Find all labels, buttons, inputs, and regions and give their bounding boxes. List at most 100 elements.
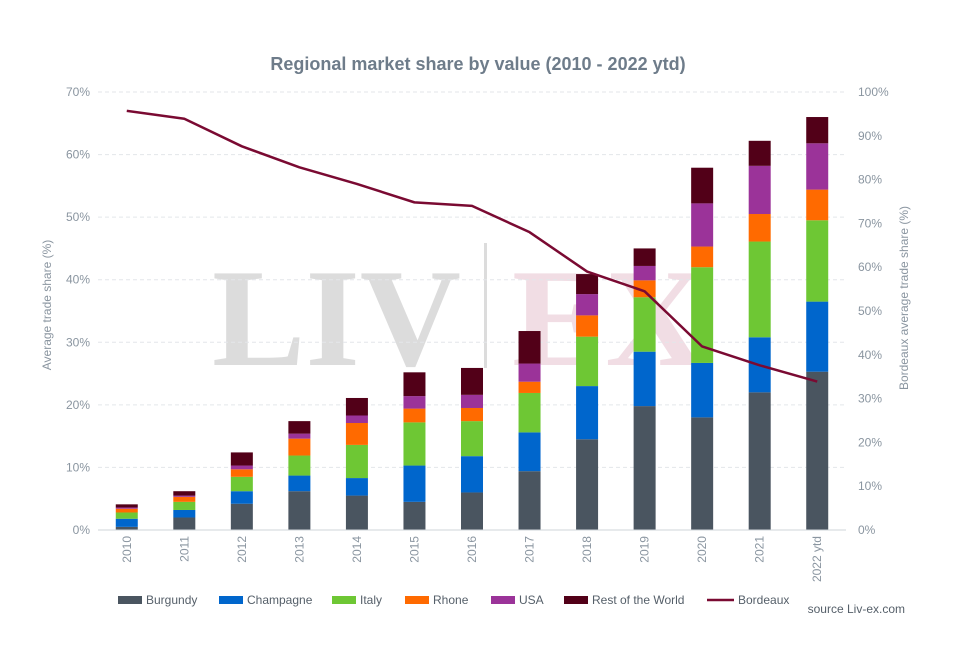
bar-rhone-2012 <box>230 469 253 477</box>
bar-rhone-2014 <box>345 423 368 445</box>
source-note: source Liv-ex.com <box>808 602 905 616</box>
legend-swatch-usa <box>491 596 515 604</box>
x-tick-label: 2022 ytd <box>810 536 824 582</box>
bordeaux-line <box>126 109 818 383</box>
x-tick-label: 2015 <box>407 536 421 563</box>
bar-burgundy-2011 <box>173 517 196 530</box>
y-tick-label: 40% <box>66 273 90 287</box>
y2-tick-label: 20% <box>858 435 882 449</box>
bar-rhone-2017 <box>518 381 541 393</box>
bar-italy-2019 <box>633 297 656 352</box>
bar-champagne-2019 <box>633 351 656 407</box>
watermark-liv-text: LIV <box>212 241 461 396</box>
y-tick-label: 70% <box>66 85 90 99</box>
x-tick-label: 2016 <box>465 536 479 563</box>
bar-rest-of-the-world-2018 <box>576 274 599 295</box>
x-tick-label: 2017 <box>523 536 537 563</box>
bar-usa-2019 <box>633 265 656 281</box>
bar-champagne-2010 <box>115 518 138 527</box>
legend-label: Rhone <box>433 593 469 607</box>
bar-usa-2014 <box>345 415 368 424</box>
bar-rhone-2022-ytd <box>806 189 829 221</box>
bar-burgundy-2013 <box>288 491 311 530</box>
bar-champagne-2013 <box>288 475 311 492</box>
bar-rest-of-the-world-2013 <box>288 421 311 434</box>
bar-rest-of-the-world-2015 <box>403 372 426 397</box>
y-axis-title: Average trade share (%) <box>40 240 54 371</box>
x-tick-label: 2011 <box>177 536 191 562</box>
y2-tick-label: 60% <box>858 260 882 274</box>
bar-burgundy-2021 <box>748 392 771 530</box>
bar-rest-of-the-world-2014 <box>345 397 368 416</box>
bar-rest-of-the-world-2019 <box>633 248 656 266</box>
bar-usa-2018 <box>576 294 599 316</box>
bar-italy-2013 <box>288 455 311 476</box>
bar-usa-2016 <box>461 394 483 408</box>
bar-champagne-2014 <box>345 478 368 496</box>
bar-rhone-2015 <box>403 408 426 423</box>
bar-rest-of-the-world-2011 <box>173 491 196 496</box>
y2-tick-label: 10% <box>858 479 882 493</box>
bar-rest-of-the-world-2021 <box>748 140 771 166</box>
legend-label: Bordeaux <box>738 593 789 607</box>
bar-usa-2012 <box>230 465 253 470</box>
bar-rhone-2020 <box>691 246 714 268</box>
legend-swatch-rest-of-the-world <box>564 596 588 604</box>
legend-swatch-rhone <box>405 596 429 604</box>
y-tick-label: 30% <box>66 335 90 349</box>
bar-italy-2012 <box>230 476 253 492</box>
bar-champagne-2018 <box>576 386 599 440</box>
bar-rhone-2021 <box>748 214 771 242</box>
bar-burgundy-2014 <box>345 495 368 530</box>
legend-label: Italy <box>360 593 382 607</box>
y-tick-label: 0% <box>73 523 91 537</box>
x-tick-label: 2018 <box>580 536 594 563</box>
bar-rhone-2016 <box>461 407 483 422</box>
legend: Burgundy Champagne Italy Rhone USA Rest of th… <box>118 593 789 607</box>
bar-burgundy-2015 <box>403 501 426 530</box>
x-tick-label: 2019 <box>638 536 652 563</box>
bar-champagne-2017 <box>518 432 541 472</box>
x-tick-label: 2010 <box>120 536 134 563</box>
bar-champagne-2015 <box>403 465 426 502</box>
legend-swatch-champagne <box>219 596 243 604</box>
bar-rhone-2011 <box>173 496 196 502</box>
y2-tick-label: 70% <box>858 216 882 230</box>
bar-usa-2013 <box>288 433 311 439</box>
bar-italy-2022-ytd <box>806 220 829 302</box>
bar-champagne-2022-ytd <box>806 301 829 372</box>
legend-label: Rest of the World <box>592 593 684 607</box>
y-tick-label: 20% <box>66 398 90 412</box>
x-tick-label: 2014 <box>350 536 364 563</box>
chart-title: Regional market share by value (2010 - 2… <box>270 54 685 74</box>
legend-label: USA <box>519 593 544 607</box>
bar-burgundy-2017 <box>518 471 541 530</box>
bar-italy-2021 <box>748 241 771 338</box>
y2-tick-label: 100% <box>858 85 889 99</box>
legend-swatch-burgundy <box>118 596 142 604</box>
bar-usa-2015 <box>403 396 426 409</box>
legend-swatch-italy <box>332 596 356 604</box>
bar-champagne-2016 <box>461 456 483 493</box>
bar-italy-2016 <box>461 421 483 457</box>
bar-burgundy-2016 <box>461 492 483 530</box>
y2-tick-label: 80% <box>858 173 882 187</box>
bar-rhone-2019 <box>633 280 656 298</box>
bar-italy-2010 <box>115 512 138 519</box>
bar-rhone-2010 <box>115 508 138 513</box>
x-tick-label: 2013 <box>292 536 306 563</box>
y2-tick-label: 50% <box>858 304 882 318</box>
y2-tick-label: 90% <box>858 129 882 143</box>
bar-usa-2010 <box>115 507 138 509</box>
bar-stacks <box>115 117 829 530</box>
bar-burgundy-2010 <box>115 526 138 530</box>
bar-italy-2017 <box>518 392 541 433</box>
bar-rest-of-the-world-2020 <box>691 167 714 204</box>
y-tick-label: 10% <box>66 460 90 474</box>
y2-tick-label: 0% <box>858 523 876 537</box>
bar-burgundy-2018 <box>576 439 599 530</box>
bar-rhone-2013 <box>288 438 311 456</box>
bar-italy-2020 <box>691 267 714 363</box>
bar-burgundy-2020 <box>691 417 714 530</box>
